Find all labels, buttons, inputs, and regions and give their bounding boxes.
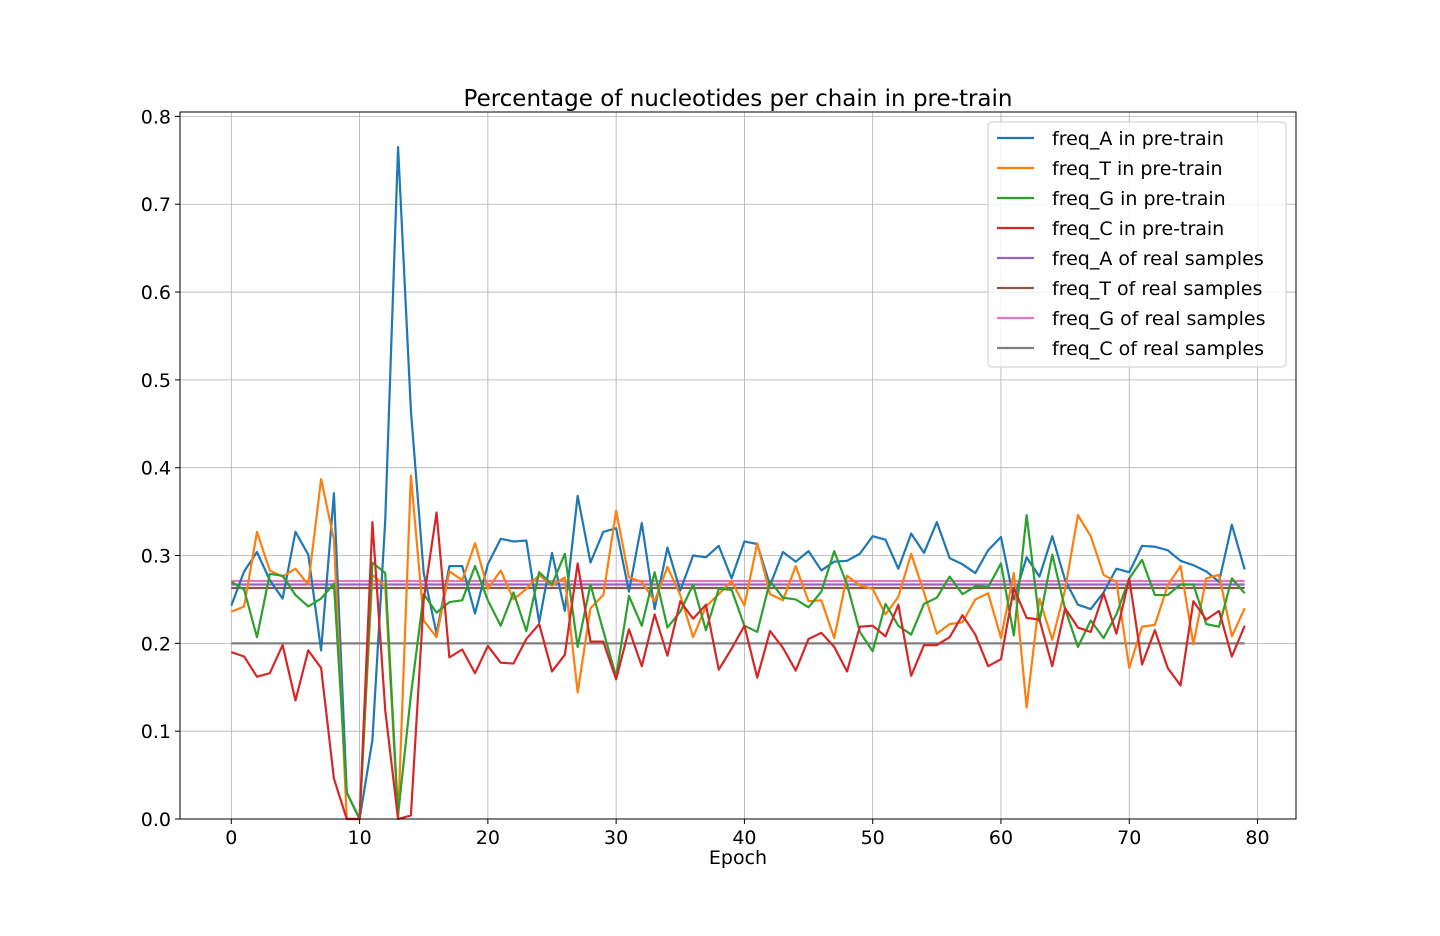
legend-label: freq_A in pre-train bbox=[1052, 128, 1224, 150]
series-line-freq-a-in-pre-train bbox=[230, 146, 1246, 821]
x-tick-label: 10 bbox=[347, 827, 371, 849]
y-tick-label: 0.0 bbox=[141, 809, 171, 831]
plot-frame bbox=[179, 111, 1297, 820]
series-line-freq-c-in-pre-train bbox=[230, 511, 1246, 821]
legend-label: freq_T of real samples bbox=[1052, 278, 1262, 300]
y-tick-label: 0.3 bbox=[141, 546, 171, 568]
legend-box bbox=[987, 121, 1287, 368]
y-tick-label: 0.6 bbox=[141, 282, 171, 304]
y-axis: 0.0 0.1 0.2 0.3 0.4 0.5 0.6 0.7 0.8 bbox=[141, 106, 180, 831]
y-tick-label: 0.5 bbox=[141, 370, 171, 392]
legend-label: freq_G of real samples bbox=[1052, 308, 1265, 330]
legend-label: freq_C of real samples bbox=[1052, 338, 1264, 360]
x-tick-label: 0 bbox=[225, 827, 237, 849]
y-tick-label: 0.8 bbox=[141, 106, 171, 128]
x-tick-label: 30 bbox=[604, 827, 628, 849]
x-tick-label: 60 bbox=[989, 827, 1013, 849]
x-tick-label: 20 bbox=[476, 827, 500, 849]
y-tick-label: 0.2 bbox=[141, 633, 171, 655]
x-tick-label: 50 bbox=[861, 827, 885, 849]
x-tick-label: 80 bbox=[1245, 827, 1269, 849]
chart-title: Percentage of nucleotides per chain in p… bbox=[464, 86, 1013, 112]
legend-label: freq_A of real samples bbox=[1052, 248, 1264, 270]
y-tick-label: 0.1 bbox=[141, 721, 171, 743]
x-axis: 0 10 20 30 40 50 60 70 80 bbox=[225, 819, 1270, 849]
x-tick-label: 40 bbox=[732, 827, 756, 849]
series-line-freq-t-in-pre-train bbox=[230, 474, 1246, 821]
series-line-freq-g-in-pre-train bbox=[230, 514, 1246, 821]
legend: freq_A in pre-train freq_T in pre-train fr… bbox=[987, 121, 1287, 368]
series-lines bbox=[230, 146, 1246, 821]
legend-label: freq_C in pre-train bbox=[1052, 218, 1224, 240]
legend-label: freq_G in pre-train bbox=[1052, 188, 1226, 210]
legend-label: freq_T in pre-train bbox=[1052, 158, 1223, 180]
y-tick-label: 0.7 bbox=[141, 194, 171, 216]
x-tick-label: 70 bbox=[1117, 827, 1141, 849]
x-axis-label: Epoch bbox=[709, 847, 767, 869]
y-tick-label: 0.4 bbox=[141, 458, 171, 480]
